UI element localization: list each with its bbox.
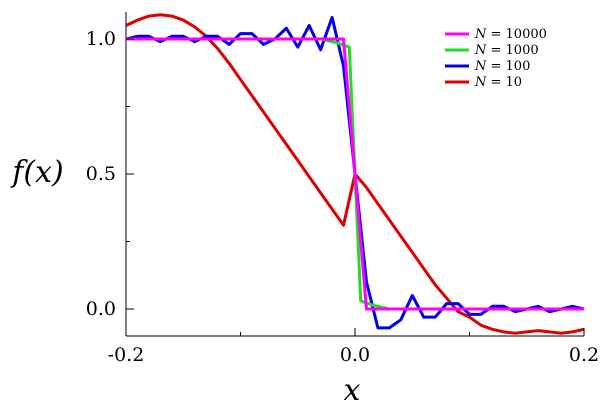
x-tick-label: 0.2 bbox=[569, 344, 599, 366]
legend-label-n-1000: N = 1000 bbox=[474, 43, 539, 58]
x-tick-label: 0.0 bbox=[340, 344, 370, 366]
legend-variable: N bbox=[474, 75, 487, 90]
legend-value: = 1000 bbox=[486, 43, 538, 58]
legend-label-n-10: N = 10 bbox=[474, 75, 522, 90]
series-line-n-10000 bbox=[126, 37, 584, 311]
legend-label-n-10000: N = 10000 bbox=[474, 27, 547, 42]
x-axis-label: x bbox=[344, 373, 361, 408]
series-layer bbox=[126, 13, 585, 335]
legend-variable: N bbox=[474, 27, 487, 42]
legend-value: = 100 bbox=[486, 59, 530, 74]
legend-variable: N bbox=[474, 43, 487, 58]
x-tick-label: -0.2 bbox=[108, 344, 145, 366]
legend-value: = 10 bbox=[486, 75, 522, 90]
y-tick-label: 0.0 bbox=[86, 298, 116, 320]
legend-variable: N bbox=[474, 59, 487, 74]
y-tick-label: 1.0 bbox=[86, 28, 116, 50]
legend-value: = 10000 bbox=[486, 27, 547, 42]
y-axis-label: f(x) bbox=[10, 155, 63, 190]
y-tick-label: 0.5 bbox=[86, 163, 116, 185]
legend-label-n-100: N = 100 bbox=[474, 59, 530, 74]
ticks-layer: -0.2 0.0 0.2 0.0 0.5 1.0 bbox=[86, 28, 599, 366]
